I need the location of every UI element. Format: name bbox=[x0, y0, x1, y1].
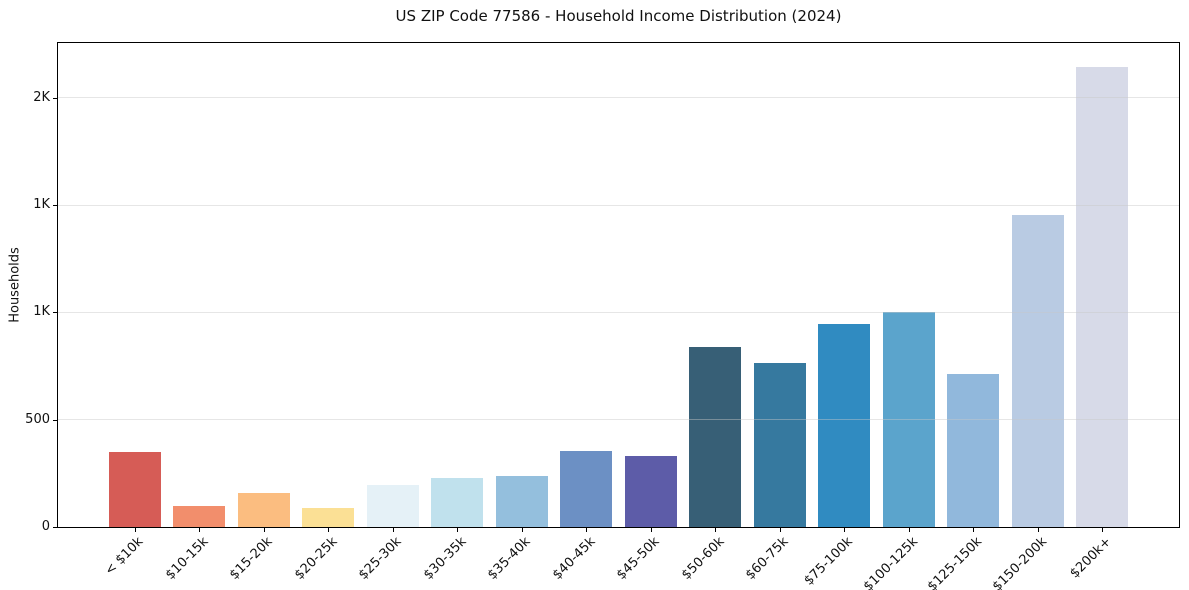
x-tick-label: < $10k bbox=[102, 534, 147, 579]
bar-$100-125k bbox=[882, 312, 935, 527]
bar-$25-30k bbox=[366, 485, 419, 527]
bar-$15-20k bbox=[237, 492, 290, 527]
y-tick-label: 0 bbox=[41, 519, 50, 534]
y-tick-mark bbox=[53, 205, 57, 207]
x-tick-mark bbox=[134, 528, 136, 532]
x-tick-mark bbox=[586, 528, 588, 532]
x-tick-label: $100-125k bbox=[860, 534, 921, 590]
bar-$20-25k bbox=[302, 507, 355, 527]
bar-$45-50k bbox=[624, 456, 677, 527]
gridline-y-500 bbox=[58, 419, 1179, 421]
x-tick-mark bbox=[392, 528, 394, 532]
x-tick-label: $75-100k bbox=[801, 534, 857, 589]
x-tick-mark bbox=[973, 528, 975, 532]
x-tick-mark bbox=[328, 528, 330, 532]
y-tick-label: 1K bbox=[33, 304, 50, 320]
bar-$60-75k bbox=[753, 362, 806, 527]
x-tick-mark bbox=[908, 528, 910, 532]
bar-$75-100k bbox=[818, 324, 871, 527]
x-tick-label: $50-60k bbox=[678, 534, 728, 583]
x-tick-label: $150-200k bbox=[989, 534, 1050, 590]
x-tick-mark bbox=[844, 528, 846, 532]
x-tick-mark bbox=[650, 528, 652, 532]
x-tick-mark bbox=[521, 528, 523, 532]
x-tick-mark bbox=[715, 528, 717, 532]
y-tick-label: 2K bbox=[33, 89, 50, 105]
y-tick-mark bbox=[53, 312, 57, 314]
y-tick-label: 1K bbox=[33, 197, 50, 213]
x-tick-label: $35-40k bbox=[485, 534, 534, 583]
x-tick-label: $45-50k bbox=[614, 534, 663, 583]
bar-$30-35k bbox=[431, 477, 484, 527]
plot-area bbox=[57, 42, 1180, 528]
gridline-y-1500 bbox=[58, 204, 1179, 206]
y-tick-mark bbox=[53, 97, 57, 99]
bar-$200k+ bbox=[1076, 66, 1129, 527]
x-tick-mark bbox=[263, 528, 265, 532]
x-tick-label: $10-15k bbox=[162, 534, 212, 583]
y-tick-mark bbox=[53, 527, 57, 528]
x-tick-label: $15-20k bbox=[227, 534, 276, 583]
x-tick-mark bbox=[1102, 528, 1104, 532]
bar-$125-150k bbox=[947, 373, 1000, 527]
y-tick-label: 500 bbox=[25, 411, 50, 427]
x-tick-label: $40-45k bbox=[549, 534, 599, 583]
x-tick-label: $200k+ bbox=[1067, 534, 1115, 582]
bar-$40-45k bbox=[560, 450, 613, 527]
gridline-y-1000 bbox=[58, 311, 1179, 313]
bar-$35-40k bbox=[495, 475, 548, 527]
chart-title: US ZIP Code 77586 - Household Income Dis… bbox=[395, 7, 842, 25]
bar-$10-15k bbox=[173, 505, 226, 527]
gridline-y-2000 bbox=[58, 97, 1179, 99]
x-tick-mark bbox=[779, 528, 781, 532]
x-tick-label: $60-75k bbox=[743, 534, 792, 583]
bar-$150-200k bbox=[1011, 214, 1064, 527]
x-tick-mark bbox=[457, 528, 459, 532]
x-tick-mark bbox=[199, 528, 201, 532]
y-tick-mark bbox=[53, 419, 57, 421]
x-tick-label: $30-35k bbox=[420, 534, 470, 583]
x-tick-label: $20-25k bbox=[291, 534, 341, 583]
x-tick-label: $25-30k bbox=[356, 534, 405, 583]
bar-$50-60k bbox=[689, 346, 742, 527]
bar-< $10k bbox=[108, 451, 161, 527]
x-tick-mark bbox=[1037, 528, 1039, 532]
x-tick-label: $125-150k bbox=[924, 534, 986, 590]
